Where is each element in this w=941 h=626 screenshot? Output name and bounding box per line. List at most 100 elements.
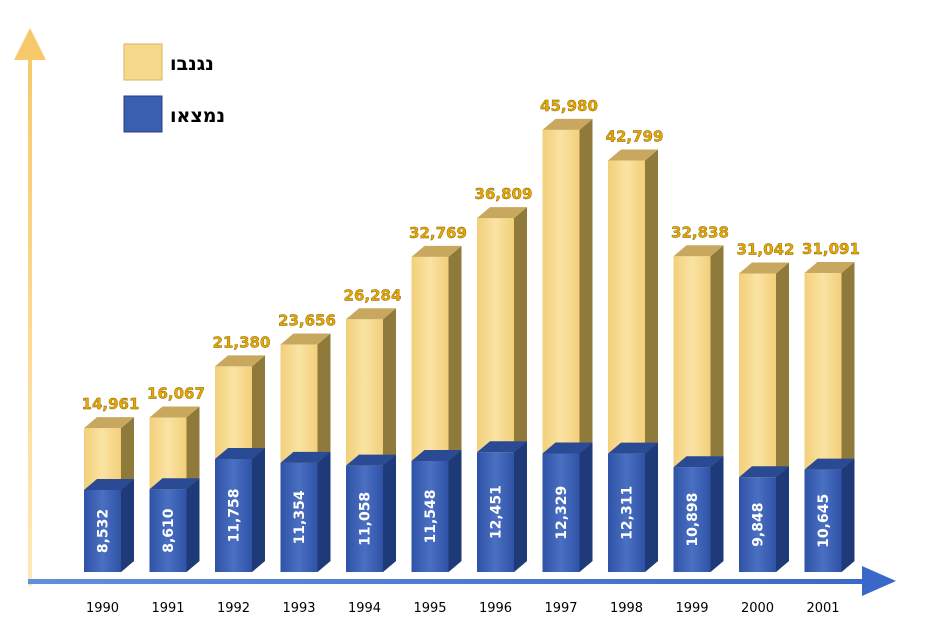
bar-found-1991: [149, 478, 200, 572]
bar-found-1992-top: [215, 447, 265, 459]
found-value-label-1994: 11,058: [358, 492, 374, 546]
x-tick-label-1999: 1999: [675, 601, 708, 616]
bar-found-1990-side: [121, 478, 134, 572]
x-tick-label-2000: 2000: [741, 601, 774, 616]
stolen-value-label-1995: 32,769: [409, 224, 467, 242]
bar-group-1990: [84, 417, 134, 572]
bar-group-1991: [149, 406, 200, 572]
bar-found-1996-side: [514, 441, 527, 572]
bar-stolen-1992-top: [215, 355, 265, 367]
stolen-value-label-1999: 32,838: [671, 223, 729, 241]
found-value-labels: 8,532 8,610 11,758 11,354 11,058 11,548 12,451…: [96, 485, 833, 553]
bar-found-1996: [477, 441, 527, 572]
legend-label-found: נמצאו: [170, 105, 225, 127]
bar-found-2000-front: [739, 477, 776, 572]
stolen-value-label-2001: 31,091: [802, 240, 860, 258]
bar-stolen-1999-top: [673, 245, 724, 257]
legend: נגנבו נמצאו: [123, 43, 225, 133]
y-axis-line: [28, 58, 32, 586]
bar-found-1995: [411, 449, 462, 572]
bar-found-1994-side: [383, 454, 396, 572]
bar-found-1993-side: [317, 451, 331, 572]
found-value-label-1999: 10,898: [685, 493, 701, 547]
bar-found-1993-top: [280, 451, 331, 463]
bar-found-2000-top: [739, 466, 789, 478]
bar-group-1997: [542, 118, 593, 572]
x-tick-label-1994: 1994: [348, 601, 381, 616]
x-tick-label-1996: 1996: [479, 601, 512, 616]
bar-found-1997-front: [542, 453, 580, 572]
bar-found-1999-top: [673, 456, 724, 468]
bar-found-1997-side: [579, 442, 593, 572]
bar-found-1992-side: [252, 447, 265, 572]
bar-stolen-1998-top: [608, 149, 658, 161]
found-value-label-2001: 10,645: [816, 494, 832, 548]
bar-group-1998: [608, 149, 658, 572]
bar-found-2000-side: [776, 466, 789, 572]
bar-found-2001-top: [804, 458, 855, 470]
bar-found-1991-side: [186, 478, 200, 572]
found-value-label-1996: 12,451: [489, 485, 505, 539]
bar-found-1992-front: [215, 458, 252, 572]
bar-found-1993-front: [280, 462, 318, 572]
bar-found-1998: [608, 442, 658, 572]
bar-stolen-2000-top: [739, 262, 789, 274]
found-value-label-1995: 11,548: [423, 489, 439, 543]
bar-found-1999: [673, 456, 724, 572]
x-axis-line: [28, 579, 870, 584]
legend-item-found: נמצאו: [123, 95, 225, 133]
bar-stolen-1996-top: [477, 207, 527, 219]
bar-found-1993: [280, 451, 331, 572]
x-tick-label-1992: 1992: [217, 601, 250, 616]
bar-group-1995: [411, 245, 462, 573]
bar-found-1997-top: [542, 442, 593, 454]
bar-found-1999-front: [673, 467, 711, 572]
stolen-value-labels: 14,961 16,067 21,380 23,656 26,284 32,769 36,8…: [81, 97, 860, 414]
bar-found-2000: [739, 466, 789, 572]
bar-found-1990: [84, 478, 134, 572]
found-value-label-1990: 8,532: [96, 509, 112, 553]
x-tick-label-1993: 1993: [282, 601, 315, 616]
bar-found-2001-front: [804, 469, 842, 572]
stolen-value-label-1992: 21,380: [213, 333, 271, 351]
bar-found-1990-front: [84, 489, 121, 572]
bar-found-1998-top: [608, 442, 658, 454]
stolen-value-label-1993: 23,656: [278, 312, 336, 330]
bar-stolen-1990-top: [84, 417, 134, 429]
found-value-label-1997: 12,329: [554, 486, 570, 540]
found-value-label-1992: 11,758: [227, 488, 243, 542]
bar-stolen-1994-top: [346, 308, 396, 320]
y-axis-arrowhead: [14, 28, 46, 60]
stolen-value-label-1991: 16,067: [147, 385, 205, 403]
bar-group-1999: [673, 245, 724, 572]
bar-found-1996-front: [477, 452, 514, 572]
bar-stolen-2001-top: [804, 262, 855, 274]
bar-found-1998-front: [608, 453, 645, 572]
bar-found-1994-top: [346, 454, 396, 466]
found-value-label-2000: 9,848: [751, 503, 767, 547]
bar-found-1998-side: [645, 442, 658, 572]
bar-found-1992: [215, 447, 265, 572]
bar-stolen-1995-top: [411, 245, 462, 257]
stolen-value-label-1994: 26,284: [344, 286, 402, 304]
found-value-label-1998: 12,311: [620, 486, 636, 540]
stolen-value-label-1990: 14,961: [82, 395, 140, 413]
x-tick-label-1990: 1990: [86, 601, 119, 616]
bar-found-2001: [804, 458, 855, 572]
legend-swatch-stolen: [123, 43, 163, 81]
legend-item-stolen: נגנבו: [123, 43, 214, 81]
bars-layer: [84, 118, 855, 573]
bar-found-1996-top: [477, 441, 527, 453]
legend-label-stolen: נגנבו: [170, 53, 214, 75]
bar-found-1991-front: [149, 489, 187, 572]
bar-found-1999-side: [710, 456, 724, 572]
bar-group-1993: [280, 333, 331, 572]
bar-found-1995-top: [411, 449, 462, 461]
stolen-value-label-2000: 31,042: [737, 241, 795, 259]
stolen-value-label-1998: 42,799: [606, 127, 664, 145]
found-value-label-1991: 8,610: [161, 508, 177, 553]
bar-stolen-1997-top: [542, 118, 593, 130]
bar-group-1994: [346, 308, 396, 572]
